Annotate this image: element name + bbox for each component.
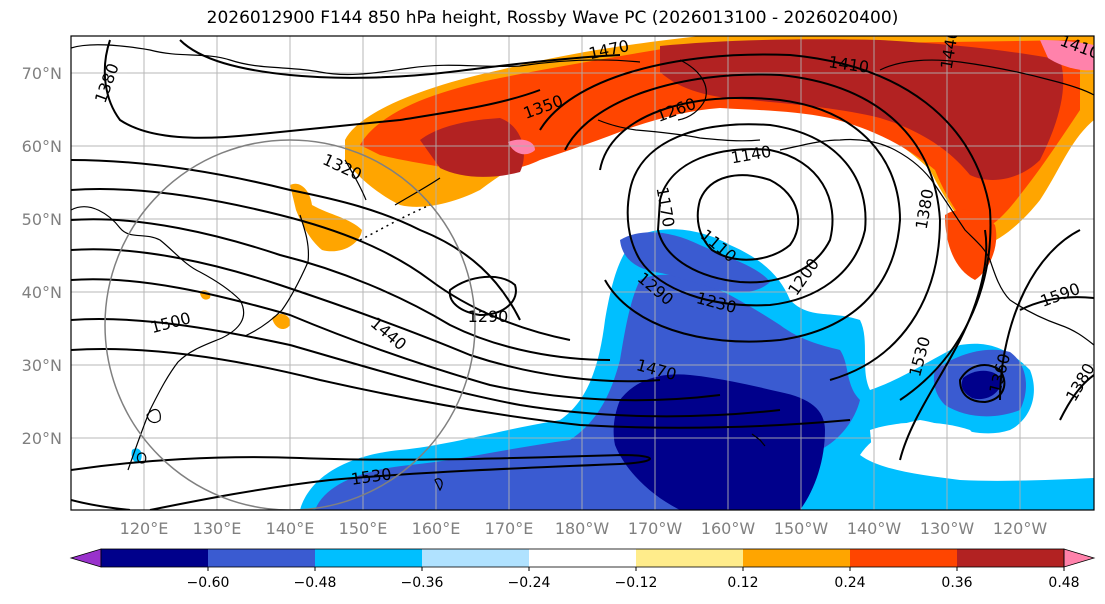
- colorbar-segment: [957, 549, 1065, 567]
- contour-label: 1290: [468, 307, 509, 326]
- anomaly-orange-small: [272, 314, 291, 330]
- colorbar-tick-label: −0.36: [401, 575, 444, 591]
- map-title: 2026012900 F144 850 hPa height, Rossby W…: [206, 8, 899, 28]
- lon-tick-label: 150°W: [774, 519, 829, 538]
- coastlines: [71, 44, 1094, 492]
- colorbar-tick-label: −0.12: [615, 575, 658, 591]
- colorbar-tick-label: 0.12: [727, 575, 758, 591]
- colorbar-tick-label: 0.36: [941, 575, 972, 591]
- lon-tick-label: 170°E: [485, 519, 534, 538]
- colorbar-segment: [101, 549, 209, 567]
- colorbar-tick-label: −0.60: [187, 575, 230, 591]
- colorbar-segment: [208, 549, 316, 567]
- colorbar-segment: [529, 549, 637, 567]
- anomaly-firebrick: [420, 118, 524, 177]
- lon-tick-label: 120°E: [120, 519, 169, 538]
- colorbar-tick-label: 0.24: [834, 575, 865, 591]
- map-plot-area: 1470 1410 1440 1410 1380 1350 1260 1320 …: [71, 36, 1094, 510]
- colorbar-segment: [743, 549, 851, 567]
- colorbar: −0.60 −0.48 −0.36 −0.24 −0.12 0.12 0.24 0.36 0.4…: [69, 548, 1096, 591]
- lon-tick-label: 170°W: [628, 519, 683, 538]
- positive-anomaly-field: [200, 36, 1094, 330]
- anomaly-blue-dark: [613, 374, 825, 510]
- latitude-axis: 70°N 60°N 50°N 40°N 30°N 20°N: [22, 64, 62, 448]
- lat-tick-label: 50°N: [22, 210, 62, 229]
- colorbar-segment: [422, 549, 530, 567]
- anomaly-blue-mid-ring: [620, 232, 770, 293]
- lat-tick-label: 20°N: [22, 429, 62, 448]
- lat-tick-label: 70°N: [22, 64, 62, 83]
- colorbar-tick-label: 0.48: [1048, 575, 1079, 591]
- lon-tick-label: 130°E: [193, 519, 242, 538]
- colorbar-tick-label: −0.24: [508, 575, 551, 591]
- lon-tick-label: 140°E: [266, 519, 315, 538]
- lon-tick-label: 160°W: [701, 519, 756, 538]
- lon-tick-label: 130°W: [920, 519, 975, 538]
- lon-tick-label: 150°E: [339, 519, 388, 538]
- lon-tick-label: 160°E: [412, 519, 461, 538]
- lon-tick-label: 140°W: [847, 519, 902, 538]
- anomaly-white-hole: [870, 422, 978, 471]
- colorbar-extend-low: [69, 548, 102, 568]
- colorbar-segment: [850, 549, 958, 567]
- dotted-track: [359, 204, 431, 241]
- lon-tick-label: 180°W: [555, 519, 610, 538]
- anomaly-blue-dark-east: [961, 370, 1002, 400]
- colorbar-extend-high: [1063, 548, 1096, 568]
- radius-circle: [104, 139, 476, 510]
- anomaly-pink-east: [1040, 40, 1094, 71]
- colorbar-tick-label: −0.48: [294, 575, 337, 591]
- lon-tick-label: 120°W: [993, 519, 1048, 538]
- anomaly-pink: [508, 139, 535, 155]
- colorbar-segment: [636, 549, 744, 567]
- longitude-axis: 120°E 130°E 140°E 150°E 160°E 170°E 180°…: [120, 519, 1048, 538]
- colorbar-segment: [315, 549, 423, 567]
- lat-tick-label: 30°N: [22, 356, 62, 375]
- lat-tick-label: 60°N: [22, 137, 62, 156]
- map-border: [70, 35, 1095, 511]
- colorbar-frame: [100, 548, 1065, 568]
- anomaly-orangered-rockies: [945, 209, 997, 280]
- lat-tick-label: 40°N: [22, 283, 62, 302]
